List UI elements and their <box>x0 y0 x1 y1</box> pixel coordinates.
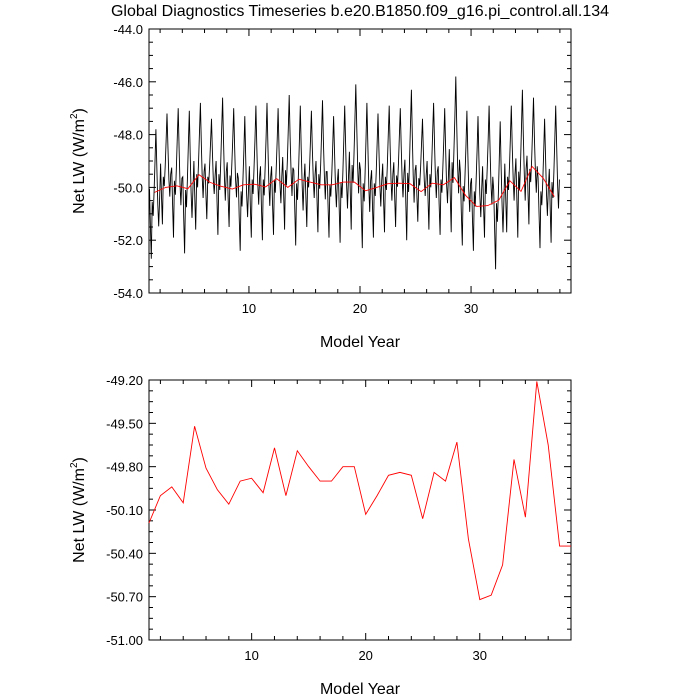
y-tick-label: -50.70 <box>106 590 143 605</box>
y-tick-label: -49.20 <box>106 373 143 388</box>
x-tick-label: 30 <box>464 301 478 316</box>
bottom-y-axis-label-sup: 2 <box>69 462 80 468</box>
y-tick-label: -46.0 <box>113 75 143 90</box>
bottom-x-axis-label: Model Year <box>320 681 401 698</box>
bottom-y-axis-label-end: ) <box>71 457 88 462</box>
x-tick-label: 10 <box>242 301 256 316</box>
y-tick-label: -50.40 <box>106 546 143 561</box>
top-y-axis-label: Net LW (W/m2) <box>69 108 88 214</box>
y-tick-label: -52.0 <box>113 233 143 248</box>
bottom-series-lines <box>148 381 571 601</box>
top-y-axis-label-main: Net LW (W/m <box>71 119 88 214</box>
y-tick-label: -49.50 <box>106 416 143 431</box>
figure-title: Global Diagnostics Timeseries b.e20.B185… <box>111 3 609 20</box>
bottom-x-tick-labels: 10 20 30 <box>244 648 487 663</box>
annual-series-line <box>148 381 571 601</box>
x-tick-label: 20 <box>353 301 367 316</box>
top-ticks <box>149 28 571 294</box>
top-panel: -54.0 -52.0 -50.0 -48.0 -46.0 -44.0 10 20 30 Mo… <box>69 22 572 351</box>
y-tick-label: -50.10 <box>106 503 143 518</box>
top-y-axis-label-end: ) <box>71 108 88 113</box>
y-tick-label: -54.0 <box>113 286 143 301</box>
x-tick-label: 10 <box>244 648 258 663</box>
bottom-ticks <box>149 379 572 641</box>
top-y-axis-label-sup: 2 <box>69 113 80 119</box>
bottom-y-tick-labels: -51.00 -50.70 -50.40 -50.10 -49.80 -49.50 -49.… <box>106 373 143 648</box>
annual-series-line <box>154 165 555 207</box>
bottom-y-axis-label-main: Net LW (W/m <box>71 468 88 563</box>
bottom-panel: -51.00 -50.70 -50.40 -50.10 -49.80 -49.50 -49.… <box>69 373 572 698</box>
top-series-lines <box>149 76 560 270</box>
y-tick-label: -50.0 <box>113 180 143 195</box>
bottom-plot-frame <box>148 379 572 641</box>
x-tick-label: 30 <box>473 648 487 663</box>
top-x-tick-labels: 10 20 30 <box>242 301 479 316</box>
bottom-y-axis-label: Net LW (W/m2) <box>69 457 88 563</box>
y-tick-label: -49.80 <box>106 460 143 475</box>
y-tick-label: -51.00 <box>106 633 143 648</box>
x-tick-label: 20 <box>358 648 372 663</box>
top-x-axis-label: Model Year <box>320 334 401 351</box>
top-y-tick-labels: -54.0 -52.0 -50.0 -48.0 -46.0 -44.0 <box>113 22 143 301</box>
monthly-series-line <box>149 76 560 270</box>
y-tick-label: -44.0 <box>113 22 143 37</box>
y-tick-label: -48.0 <box>113 128 143 143</box>
